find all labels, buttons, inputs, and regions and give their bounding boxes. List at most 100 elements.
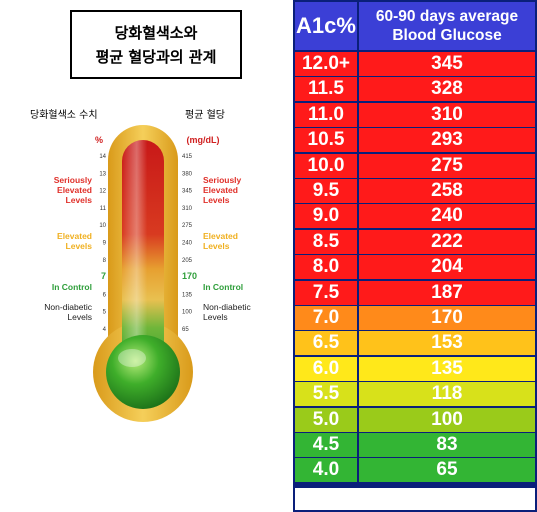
a1c-cell: 8.0 xyxy=(295,255,357,280)
glucose-cell: 83 xyxy=(359,433,535,457)
right-tick-label: 100 xyxy=(182,310,193,316)
left-tick-label: 11 xyxy=(100,206,107,212)
table-row: 11.0 310 xyxy=(295,102,535,127)
table-row: 10.5 293 xyxy=(295,128,535,153)
left-zone-label: Elevated xyxy=(57,185,92,195)
table-row: 4.5 83 xyxy=(295,433,535,457)
glucose-cell: 240 xyxy=(359,204,535,229)
glucose-cell: 187 xyxy=(359,280,535,305)
table-row: 8.5 222 xyxy=(295,229,535,254)
right-tick-label: 170 xyxy=(182,271,197,281)
a1c-cell: 5.0 xyxy=(295,407,357,432)
right-tick-label: 415 xyxy=(182,154,193,160)
left-unit-label: % xyxy=(95,135,103,145)
a1c-column-header: A1c% xyxy=(295,2,357,50)
glucose-cell: 310 xyxy=(359,102,535,127)
title-line-1: 당화혈색소와 xyxy=(114,23,198,42)
right-tick-label: 135 xyxy=(182,292,193,298)
a1c-glucose-table: A1c% 60-90 days average Blood Glucose 12… xyxy=(293,0,537,512)
thermometer-panel: 당화혈색소와 평균 혈당과의 관계 당화혈색소 수치 평균 혈당 xyxy=(30,10,252,422)
a1c-cell: 7.0 xyxy=(295,306,357,330)
left-tick-label: 10 xyxy=(99,223,106,229)
table-row: 4.0 65 xyxy=(295,458,535,483)
a1c-cell: 9.5 xyxy=(295,179,357,203)
table-row: 10.0 275 xyxy=(295,153,535,178)
a1c-cell: 11.0 xyxy=(295,102,357,127)
left-zone-label: Seriously xyxy=(54,175,93,185)
a1c-cell: 10.5 xyxy=(295,128,357,153)
table-row: 6.0 135 xyxy=(295,356,535,381)
table-row: 11.5 328 xyxy=(295,77,535,102)
right-zone-label: Non-diabetic xyxy=(203,302,251,312)
table-row: 9.5 258 xyxy=(295,179,535,203)
glucose-cell: 118 xyxy=(359,382,535,407)
right-zone-label: Levels xyxy=(203,241,230,251)
a1c-cell: 7.5 xyxy=(295,280,357,305)
average-glucose-column-header: 60-90 days average Blood Glucose xyxy=(359,2,535,50)
a1c-cell: 4.5 xyxy=(295,433,357,457)
table-row: 9.0 240 xyxy=(295,204,535,229)
a1c-cell: 12.0+ xyxy=(295,52,357,76)
left-tick-label: 5 xyxy=(103,310,107,316)
left-tick-label: 13 xyxy=(99,171,106,177)
right-tick-label: 65 xyxy=(182,327,189,333)
glucose-cell: 204 xyxy=(359,255,535,280)
right-unit-label: (mg/dL) xyxy=(187,135,220,145)
glucose-cell: 222 xyxy=(359,229,535,254)
average-glucose-header-line-1: 60-90 days average xyxy=(375,8,519,25)
right-zone-label: Levels xyxy=(203,195,230,205)
glucose-cell: 135 xyxy=(359,356,535,381)
right-tick-label: 240 xyxy=(182,241,193,247)
glucose-cell: 153 xyxy=(359,331,535,356)
table-row: 8.0 204 xyxy=(295,255,535,280)
table-row: 7.0 170 xyxy=(295,306,535,330)
title-box: 당화혈색소와 평균 혈당과의 관계 xyxy=(70,10,242,79)
left-tick-label: 12 xyxy=(99,189,106,195)
left-zone-label: In Control xyxy=(52,282,92,292)
glucose-cell: 293 xyxy=(359,128,535,153)
glucose-cell: 258 xyxy=(359,179,535,203)
blank-row xyxy=(295,488,535,510)
a1c-level-header: 당화혈색소 수치 xyxy=(30,110,98,121)
table-row: 12.0+ 345 xyxy=(295,52,535,76)
left-tick-label: 7 xyxy=(101,271,106,281)
a1c-cell: 8.5 xyxy=(295,229,357,254)
table-row: 6.5 153 xyxy=(295,331,535,356)
glucose-cell: 170 xyxy=(359,306,535,330)
left-zone-label: Levels xyxy=(66,241,93,251)
left-zone-label: Levels xyxy=(66,195,93,205)
right-tick-label: 345 xyxy=(182,189,193,195)
a1c-cell: 10.0 xyxy=(295,153,357,178)
right-tick-label: 205 xyxy=(182,258,193,264)
a1c-cell: 4.0 xyxy=(295,458,357,483)
glucose-cell: 65 xyxy=(359,458,535,483)
right-zone-label: Elevated xyxy=(203,231,238,241)
average-glucose-header: 평균 혈당 xyxy=(185,110,225,121)
right-zone-label: Elevated xyxy=(203,185,238,195)
right-zone-label: In Control xyxy=(203,282,243,292)
a1c-cell: 9.0 xyxy=(295,204,357,229)
a1c-cell: 6.0 xyxy=(295,356,357,381)
a1c-cell: 6.5 xyxy=(295,331,357,356)
right-tick-label: 310 xyxy=(182,206,193,212)
left-tick-label: 8 xyxy=(103,258,107,264)
left-tick-label: 6 xyxy=(103,292,107,298)
right-zone-label: Seriously xyxy=(203,175,242,185)
title-line-2: 평균 혈당과의 관계 xyxy=(95,47,217,66)
left-zone-label: Levels xyxy=(67,312,92,322)
left-tick-label: 4 xyxy=(103,327,107,333)
table-row: 5.5 118 xyxy=(295,382,535,407)
a1c-cell: 5.5 xyxy=(295,382,357,407)
table-row: 5.0 100 xyxy=(295,407,535,432)
left-tick-label: 14 xyxy=(99,154,106,160)
glucose-cell: 275 xyxy=(359,153,535,178)
average-glucose-header-line-2: Blood Glucose xyxy=(392,27,502,44)
a1c-cell: 11.5 xyxy=(295,77,357,102)
left-zone-label: Elevated xyxy=(57,231,92,241)
left-tick-label: 9 xyxy=(103,241,107,247)
glucose-cell: 328 xyxy=(359,77,535,102)
right-tick-label: 275 xyxy=(182,223,193,229)
left-zone-label: Non-diabetic xyxy=(44,302,92,312)
right-tick-label: 380 xyxy=(182,171,193,177)
